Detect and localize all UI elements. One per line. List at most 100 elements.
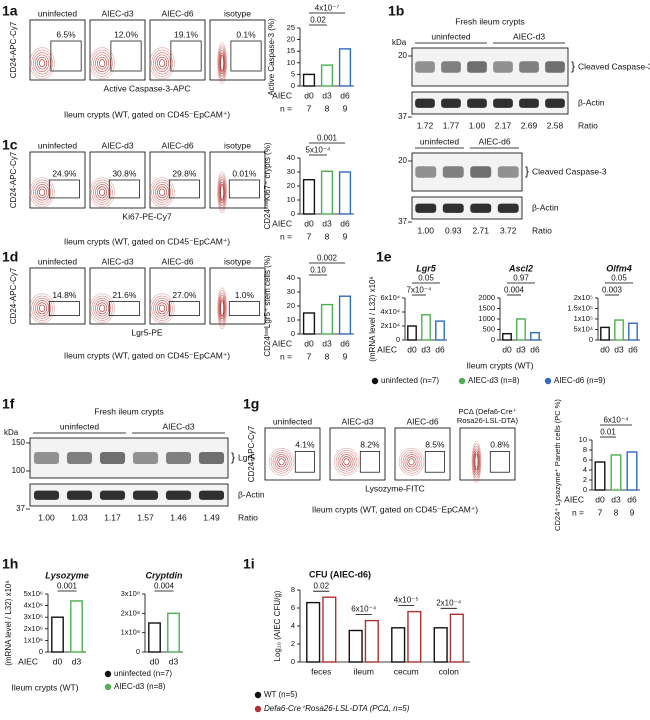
flow-caption: Ileum crypts (WT, gated on CD45⁻EpCAM⁺) xyxy=(64,236,230,246)
flow-title: isotype xyxy=(224,256,251,266)
kda-marker: 150 xyxy=(12,438,26,447)
blot-band xyxy=(66,452,93,464)
flow-density-contour xyxy=(93,297,111,319)
y-tick-label: 20 xyxy=(287,301,295,310)
x-tick-label: cecum xyxy=(394,666,419,676)
chart-title: CFU (AIEC-d6) xyxy=(309,569,371,579)
flow-title: uninfected xyxy=(38,256,77,266)
p-value: 0.004 xyxy=(154,582,175,591)
blot-group: AIEC-d3 xyxy=(513,31,545,41)
flow-density-contour xyxy=(149,47,175,80)
flow-gate xyxy=(108,301,140,316)
n-value: 7 xyxy=(307,231,312,241)
bar xyxy=(302,73,316,87)
flow-density-contour xyxy=(89,293,115,324)
bar xyxy=(167,612,180,653)
panel-label: 1i xyxy=(243,556,255,572)
flow-density-contour xyxy=(159,304,166,313)
bar xyxy=(516,318,526,341)
x-tick-label: d3 xyxy=(169,656,179,666)
n-label: n = xyxy=(572,507,584,517)
flow-density-contour xyxy=(97,186,108,199)
flow-density-contour xyxy=(276,456,287,468)
y-tick-label: 1500 xyxy=(478,303,495,312)
n-label: n = xyxy=(280,351,292,361)
legend-label: uninfected (n=7) xyxy=(114,669,172,678)
bar xyxy=(322,596,337,663)
gate-percent: 1.0% xyxy=(235,290,255,300)
x-tick-label: d6 xyxy=(627,494,637,504)
x-tick-label: d3 xyxy=(611,494,621,504)
bar xyxy=(70,600,83,653)
n-value: 8 xyxy=(614,507,619,517)
gate-percent: 21.6% xyxy=(112,290,137,300)
y-tick-label: 2x10⁵ xyxy=(574,293,593,302)
y-tick-label: 30 xyxy=(287,167,295,176)
y-tick-label: 6 xyxy=(291,603,295,612)
flow-density-contour xyxy=(97,56,108,70)
flow-gate xyxy=(359,451,380,473)
y-tick-label: 30 xyxy=(287,287,295,296)
x-tick-label: ileum xyxy=(354,666,374,676)
caption: Ileum crypts (WT) xyxy=(466,360,533,370)
p-value: 6x10⁻⁴ xyxy=(603,416,629,425)
p-value: 7x10⁻⁴ xyxy=(406,286,432,295)
gate-percent: 0.1% xyxy=(236,29,256,39)
flow-density-contour xyxy=(278,458,285,466)
y-tick-label: 2 xyxy=(291,639,295,648)
y-tick-label: 0 xyxy=(136,647,140,656)
blot-band xyxy=(470,166,492,178)
blot-group: uninfected xyxy=(431,31,470,41)
flow-density-contour xyxy=(471,440,482,483)
flow-gate xyxy=(424,451,445,473)
x-tick-label: d6 xyxy=(340,90,350,100)
chart-title: Ascl2 xyxy=(508,263,533,273)
legend-marker xyxy=(371,377,379,385)
bar xyxy=(320,64,334,87)
y-tick-label: 0 xyxy=(291,657,295,666)
flow-caption: Ileum crypts (WT, gated on CD45⁻EpCAM⁺) xyxy=(64,350,230,360)
bar xyxy=(148,622,161,653)
gate-percent: 29.8% xyxy=(172,168,197,178)
flow-title: AIEC-d6 xyxy=(161,8,193,18)
ratio-label: Ratio xyxy=(238,512,258,522)
blot-group: AIEC-d6 xyxy=(478,136,510,146)
flow-plot-frame xyxy=(459,427,516,481)
x-tick-label: d6 xyxy=(340,218,350,228)
panel-label: 1d xyxy=(2,249,18,265)
y-tick-label: 15 xyxy=(287,46,295,55)
blot-frame xyxy=(411,47,569,87)
flow-density-contour xyxy=(219,52,225,75)
y-tick-label: 4 xyxy=(583,465,587,474)
x-tick-label: d0 xyxy=(407,344,417,354)
ratio: 2.71 xyxy=(472,225,489,235)
x-tick-label: d0 xyxy=(53,656,63,666)
panel-label: 1h xyxy=(2,556,18,572)
flow-caption: Ileum crypts (WT, gated on CD45⁻EpCAM⁺) xyxy=(64,109,230,119)
legend-marker xyxy=(104,683,112,691)
ratio: 2.17 xyxy=(495,120,512,130)
flow-density-contour xyxy=(91,179,113,205)
x-tick-label: d0 xyxy=(304,338,314,348)
gate-percent: 8.5% xyxy=(425,440,445,450)
bar xyxy=(628,322,638,341)
flow-plot-frame xyxy=(89,267,146,325)
x-tick-label: d3 xyxy=(614,344,624,354)
blot-frame xyxy=(411,152,523,192)
bar xyxy=(626,451,638,491)
y-tick-label: 10 xyxy=(287,315,295,324)
bar xyxy=(306,601,321,663)
flow-plot-frame xyxy=(394,427,451,481)
chart-title: Lgr5 xyxy=(416,263,436,273)
legend-label: AIEC-d3 (n=8) xyxy=(468,376,520,385)
y-tick-label: 2x10⁸ xyxy=(121,608,140,617)
flow-density-contour xyxy=(31,179,53,205)
flow-density-contour xyxy=(38,188,46,197)
y-tick-label: 0 xyxy=(583,485,587,494)
flow-gate xyxy=(489,451,510,473)
ratio: 1.00 xyxy=(38,512,55,522)
ratio: 1.00 xyxy=(469,120,486,130)
flow-title: AIEC-d3 xyxy=(101,140,133,150)
panel-label: 1a xyxy=(2,3,18,19)
